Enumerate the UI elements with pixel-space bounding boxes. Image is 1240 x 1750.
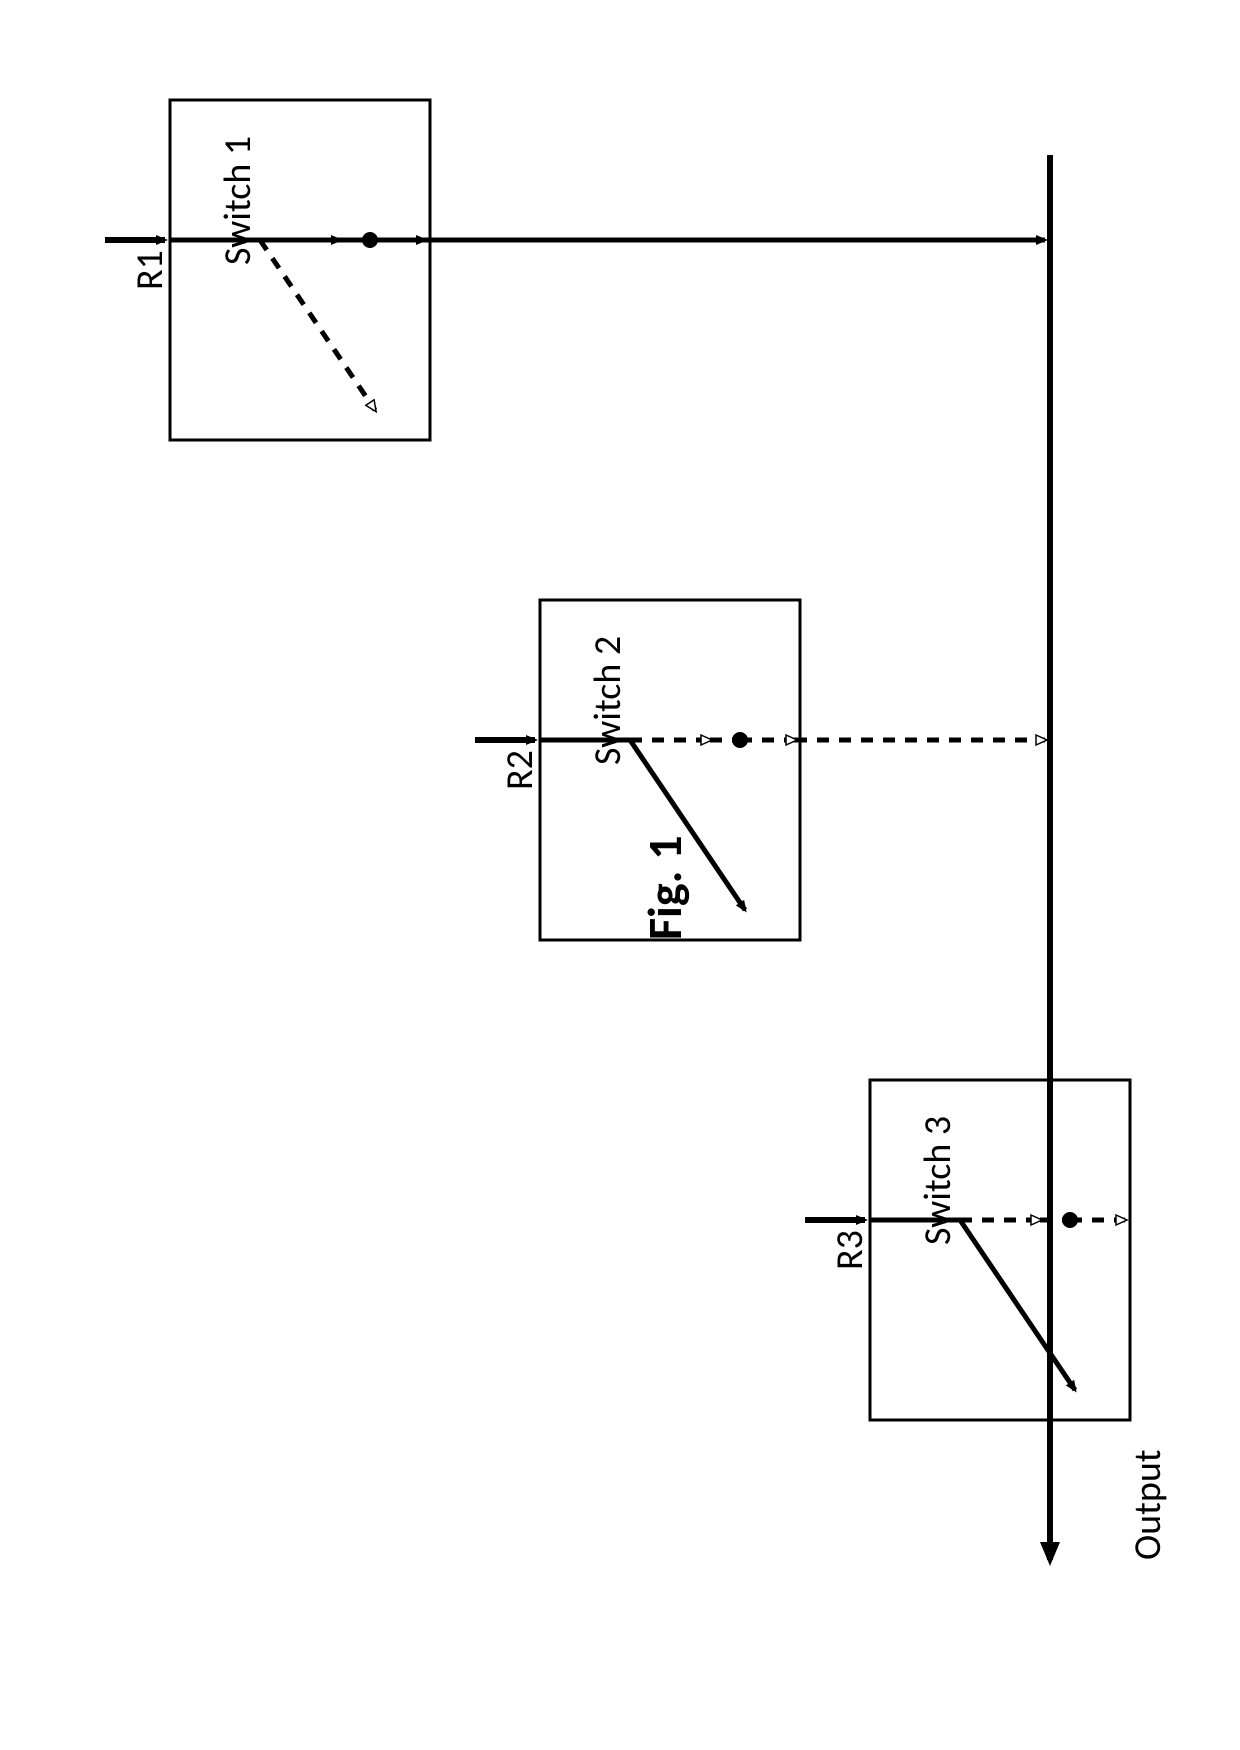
r1-label: R1: [127, 250, 173, 290]
figure-caption: Fig. 1: [635, 835, 694, 940]
switch-3-box: [870, 1080, 1130, 1420]
switch-3-diagonal: [960, 1220, 1075, 1390]
output-label: Output: [1125, 1449, 1171, 1560]
switch-2-group: [475, 600, 1045, 940]
switch-2-label: Switch 2: [585, 636, 631, 765]
r2-label: R2: [497, 750, 543, 790]
switch-1-diagonal: [260, 240, 375, 410]
switch-1-box: [170, 100, 430, 440]
diagram-svg: [0, 0, 1240, 1750]
switch-1-label: Switch 1: [215, 136, 261, 265]
switch-diagram: R1 R2 R3 Switch 1 Switch 2 Switch 3 Outp…: [0, 0, 1240, 1750]
switch-3-label: Switch 3: [915, 1116, 961, 1245]
r3-label: R3: [827, 1230, 873, 1270]
